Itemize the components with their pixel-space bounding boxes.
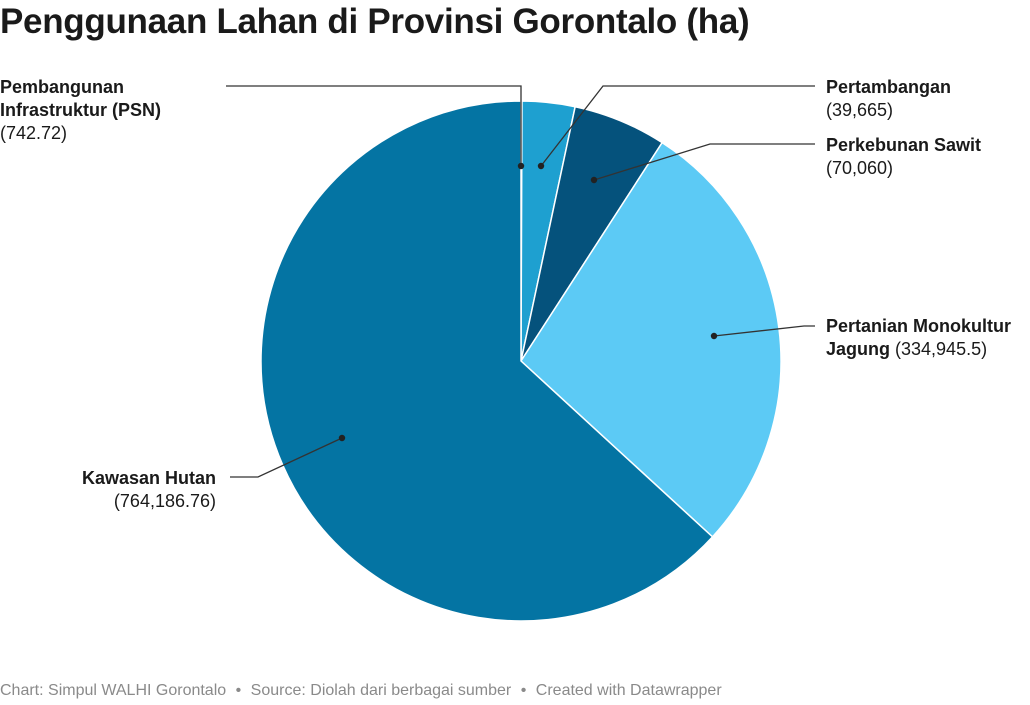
slice-name-line: Kawasan Hutan: [82, 468, 216, 488]
slice-value-label: (334,945.5): [890, 339, 987, 359]
footer-created: Created with Datawrapper: [535, 682, 722, 699]
leader-dot-pertambangan: [537, 162, 545, 170]
slice-label-perkebunan-sawit: Perkebunan Sawit (70,060): [826, 135, 981, 178]
footer-source: Source: Diolah dari berbagai sumber: [250, 682, 512, 699]
pie-slices: [260, 100, 782, 622]
slice-value-label: (70,060): [826, 158, 893, 178]
leader-line-pembangunan-infrastruktur-psn: [226, 85, 522, 166]
leader-line-perkebunan-sawit: [593, 143, 815, 181]
slice-label-pertambangan: Pertambangan (39,665): [826, 77, 951, 120]
pie-slice-pertanian-monokultur-jagung: [520, 141, 782, 538]
slice-name-line: Pembangunan: [0, 77, 124, 97]
slice-value-label: (742.72): [0, 123, 67, 143]
slice-name-line: Infrastruktur (PSN): [0, 100, 161, 120]
slice-name-line: Pertanian Monokultur: [826, 316, 1011, 336]
slice-name-line: Pertambangan: [826, 77, 951, 97]
slice-label-kawasan-hutan: Kawasan Hutan (764,186.76): [82, 468, 216, 511]
slice-label-pembangunan-infrastruktur-psn: Pembangunan Infrastruktur (PSN) (742.72): [0, 77, 161, 143]
slice-name-line: Perkebunan Sawit: [826, 135, 981, 155]
slice-value-label: (39,665): [826, 100, 893, 120]
leader-line-kawasan-hutan: [230, 437, 343, 478]
leader-dot-perkebunan-sawit: [590, 176, 598, 184]
leader-dot-kawasan-hutan: [338, 434, 346, 442]
pie-chart: Pembangunan Infrastruktur (PSN) (742.72)Pe…: [0, 77, 1011, 622]
chart-footer: Chart: Simpul WALHI Gorontalo • Source: …: [0, 682, 722, 700]
leader-dot-pertanian-monokultur-jagung: [710, 332, 718, 340]
chart-title: Penggunaan Lahan di Provinsi Gorontalo (…: [0, 2, 750, 41]
slice-value-label: (764,186.76): [114, 491, 216, 511]
slice-labels: Pembangunan Infrastruktur (PSN) (742.72)Pe…: [0, 77, 1011, 511]
footer-credit: Chart: Simpul WALHI Gorontalo: [0, 682, 227, 699]
slice-label-pertanian-monokultur-jagung: Pertanian Monokultur Jagung (334,945.5): [826, 316, 1011, 359]
footer-separator: •: [520, 682, 527, 699]
leader-dot-pembangunan-infrastruktur-psn: [517, 162, 525, 170]
footer-separator: •: [235, 682, 242, 699]
leader-line-pertanian-monokultur-jagung: [713, 325, 815, 337]
slice-name-line: Jagung: [826, 339, 890, 359]
leader-line-pertambangan: [540, 85, 815, 167]
leader-lines: [226, 85, 815, 478]
